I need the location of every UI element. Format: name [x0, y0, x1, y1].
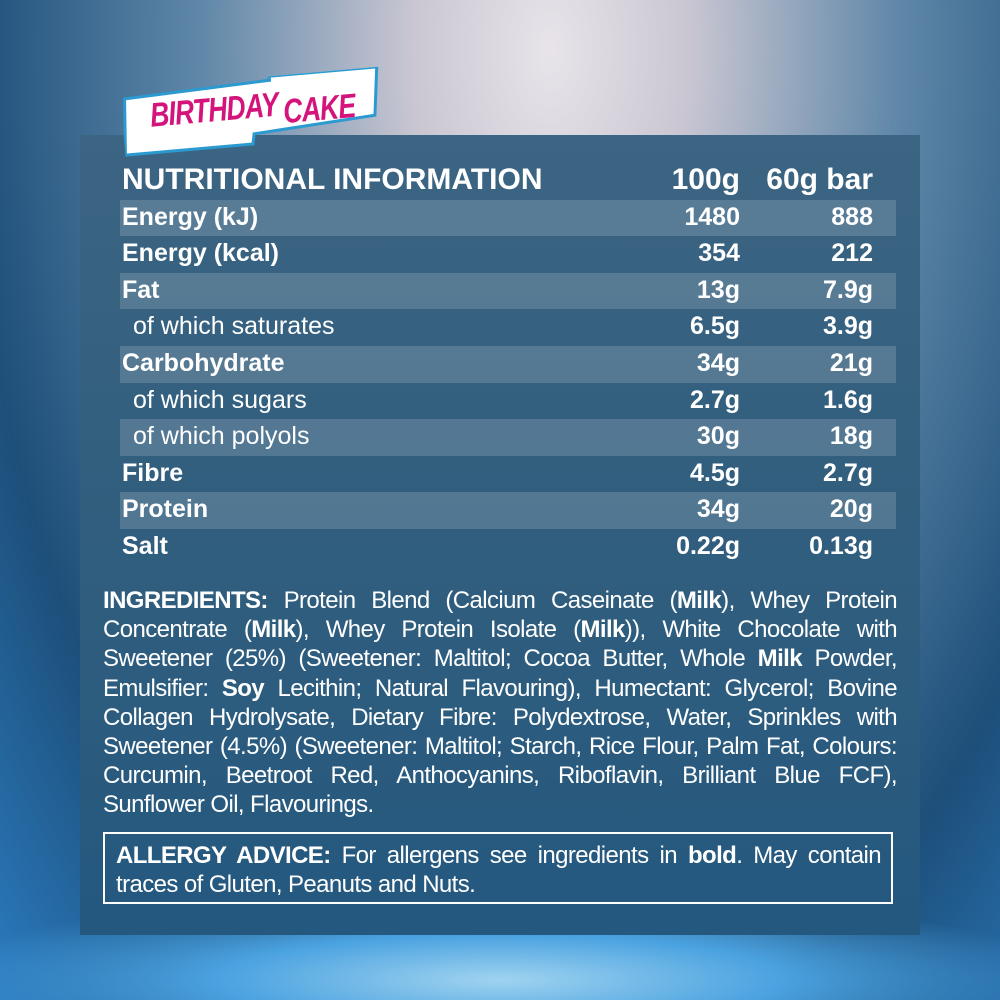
bold-text: Milk: [757, 645, 803, 673]
nutrition-row: Energy (kcal) 354 212: [120, 236, 896, 273]
text: Curcumin, Beetroot Red, Anthocyanins, Ri…: [103, 762, 897, 790]
value-per-100g: 13g: [696, 275, 740, 304]
nutrition-row: Energy (kJ) 1480 888: [120, 199, 896, 237]
value-per-100g: 4.5g: [689, 458, 740, 487]
nutrition-row: Fibre 4.5g 2.7g: [120, 456, 896, 493]
ingredients-line: Sweetener (4.5%) (Sweetener: Maltitol; S…: [103, 732, 897, 761]
nutrient-label: Fibre: [122, 458, 184, 487]
badge-shape: [123, 66, 379, 157]
allergy-line: traces of Gluten, Peanuts and Nuts.: [116, 870, 881, 899]
nutrient-label: of which polyols: [133, 422, 310, 451]
value-per-100g: 354: [698, 239, 740, 268]
ingredients-line: Emulsifier: Soy Lecithin; Natural Flavou…: [103, 674, 897, 703]
value-per-100g: 2.7g: [689, 385, 740, 414]
column-header-100g: 100g: [671, 163, 740, 196]
value-per-100g: 34g: [696, 495, 740, 524]
text: Collagen Hydrolysate, Dietary Fibre: Pol…: [103, 703, 897, 731]
nutrition-row: Protein 34g 20g: [120, 492, 896, 529]
nutrient-label: Fat: [122, 275, 160, 304]
nutrition-row: of which polyols 30g 18g: [120, 419, 896, 456]
badge-word-2: CAKE: [281, 86, 357, 132]
label-panel: [80, 135, 920, 935]
text: ), Whey Protein Isolate (: [295, 616, 582, 644]
nutrient-label: Energy (kcal): [122, 239, 280, 268]
bold-text: Milk: [580, 616, 625, 644]
text: Sweetener (4.5%) (Sweetener: Maltitol; S…: [103, 732, 897, 760]
value-per-100g: 1480: [684, 202, 740, 231]
text: Emulsifier:: [103, 674, 222, 702]
ingredients-line: Sweetener (25%) (Sweetener: Maltitol; Co…: [103, 644, 897, 673]
value-per-bar: 1.6g: [822, 385, 873, 414]
value-per-bar: 2.7g: [822, 458, 873, 487]
ingredients-line: Concentrate (Milk), Whey Protein Isolate…: [103, 615, 897, 644]
value-per-bar: 212: [831, 239, 873, 268]
text: Protein Blend (Calcium Caseinate (: [267, 587, 678, 614]
text: . May contain: [736, 842, 881, 869]
value-per-bar: 20g: [829, 495, 873, 524]
value-per-bar: 7.9g: [822, 275, 873, 304]
ingredients-text: INGREDIENTS: Protein Blend (Calcium Case…: [103, 586, 897, 820]
text: Sweetener (25%) (Sweetener: Maltitol; Co…: [103, 645, 758, 673]
nutrient-label: of which saturates: [133, 312, 335, 341]
bold-text: bold: [687, 842, 737, 869]
bold-text: INGREDIENTS:: [103, 587, 268, 614]
bold-text: Milk: [251, 616, 296, 644]
nutrition-row: of which saturates 6.5g 3.9g: [120, 309, 896, 346]
nutrition-title: NUTRITIONAL INFORMATION: [122, 163, 543, 196]
text: Lecithin; Natural Flavouring), Humectant…: [264, 674, 897, 702]
value-per-bar: 888: [831, 202, 873, 231]
text: )), White Chocolate with: [624, 616, 897, 644]
nutrient-label: Protein: [122, 495, 209, 524]
nutrient-label: Carbohydrate: [122, 348, 285, 377]
bold-text: Soy: [221, 674, 265, 702]
text: Powder,: [801, 645, 897, 673]
value-per-100g: 30g: [696, 422, 740, 451]
column-header-bar: 60g bar: [766, 163, 873, 196]
nutrition-row: of which sugars 2.7g 1.6g: [120, 383, 896, 420]
nutrient-label: Salt: [122, 531, 168, 560]
value-per-bar: 21g: [829, 348, 873, 377]
value-per-bar: 18g: [829, 422, 873, 451]
bold-text: Milk: [676, 587, 722, 614]
ingredients-line: Curcumin, Beetroot Red, Anthocyanins, Ri…: [103, 761, 897, 790]
value-per-100g: 0.22g: [676, 531, 740, 560]
value-per-bar: 0.13g: [809, 531, 873, 560]
nutrition-table: NUTRITIONAL INFORMATION 100g 60g bar Ene…: [120, 163, 896, 566]
allergy-advice-box: ALLERGY ADVICE: For allergens see ingred…: [103, 832, 893, 904]
flavour-badge: BIRTHDAYCAKE: [120, 66, 383, 157]
bold-text: ALLERGY ADVICE:: [116, 842, 331, 869]
text: For allergens see ingredients in: [330, 842, 688, 869]
value-per-100g: 6.5g: [689, 312, 740, 341]
text: Sunflower Oil, Flavourings.: [103, 791, 374, 819]
allergy-line: ALLERGY ADVICE: For allergens see ingred…: [116, 841, 882, 870]
ingredients-line: INGREDIENTS: Protein Blend (Calcium Case…: [103, 586, 897, 615]
nutrition-row: Salt 0.22g 0.13g: [120, 529, 896, 566]
value-per-bar: 3.9g: [822, 312, 873, 341]
nutrition-row: Carbohydrate 34g 21g: [120, 345, 896, 383]
value-per-100g: 34g: [696, 348, 740, 377]
text: traces of Gluten, Peanuts and Nuts.: [116, 871, 476, 898]
nutrient-label: of which sugars: [133, 385, 307, 414]
text: ), Whey Protein: [721, 587, 897, 614]
nutrition-header: NUTRITIONAL INFORMATION 100g 60g bar: [120, 163, 896, 200]
ingredients-line: Collagen Hydrolysate, Dietary Fibre: Pol…: [103, 703, 897, 732]
nutrition-row: Fat 13g 7.9g: [120, 272, 896, 310]
ingredients-line: Sunflower Oil, Flavourings.: [103, 790, 897, 819]
text: Concentrate (: [103, 616, 252, 644]
nutrient-label: Energy (kJ): [122, 202, 259, 231]
